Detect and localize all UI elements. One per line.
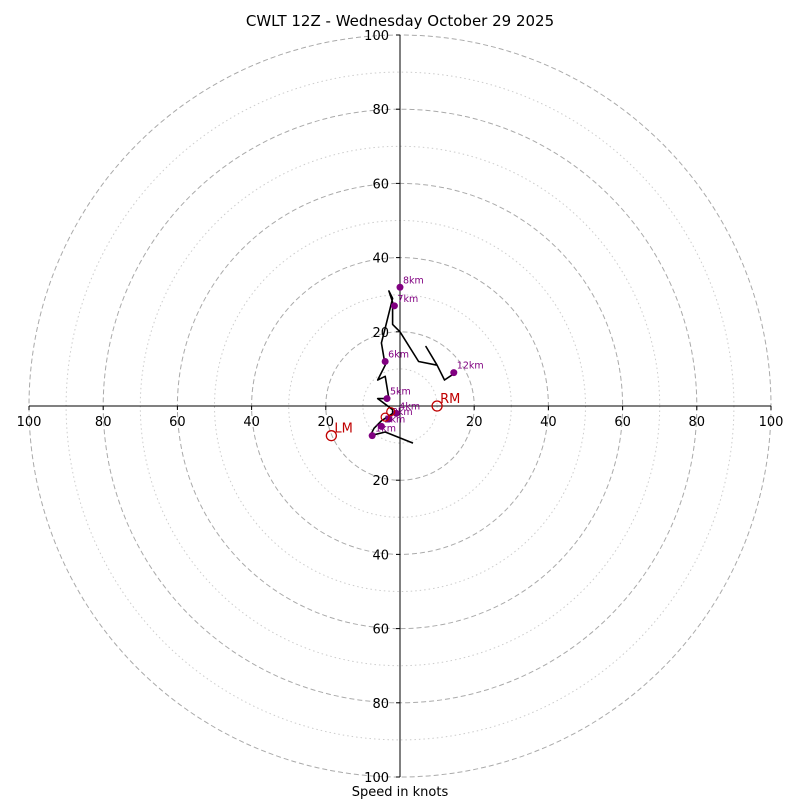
x-tick-label: 60: [169, 415, 186, 430]
hodograph-trace: [369, 290, 457, 444]
height-label-6km: 6km: [388, 349, 409, 360]
height-label-7km: 7km: [397, 294, 418, 305]
x-tick-label: 20: [318, 415, 335, 430]
y-tick-label: 100: [364, 771, 389, 786]
y-tick-label: 40: [372, 252, 389, 267]
lm-label: LM: [334, 422, 352, 437]
height-label-8km: 8km: [403, 275, 424, 286]
y-tick-label: 80: [372, 697, 389, 712]
height-marker-7km: [390, 302, 398, 310]
x-tick-label: 20: [466, 415, 483, 430]
height-label-3km: 3km: [392, 407, 413, 418]
chart-title: CWLT 12Z - Wednesday October 29 2025: [246, 12, 554, 30]
x-tick-label: 100: [17, 415, 42, 430]
y-tick-label: 60: [372, 623, 389, 638]
height-marker-12km: [450, 369, 458, 377]
height-marker-6km: [381, 357, 389, 365]
hodograph-trace-group: [369, 290, 457, 444]
height-label-1km: 1km: [375, 424, 396, 435]
rm-label: RM: [440, 392, 460, 407]
axes: [29, 35, 771, 777]
y-tick-label: 20: [372, 474, 389, 489]
x-tick-label: 40: [243, 415, 260, 430]
height-label-12km: 12km: [457, 361, 484, 372]
height-label-2km: 2km: [384, 414, 405, 425]
storm-motion-markers: RM LM: [325, 392, 460, 442]
x-tick-label: 60: [614, 415, 631, 430]
lm-marker: [325, 430, 338, 442]
x-tick-label: 80: [689, 415, 706, 430]
height-label-4km: 4km: [399, 401, 420, 412]
y-tick-label: 20: [372, 326, 389, 341]
x-tick-label: 40: [540, 415, 557, 430]
y-tick-label: 40: [372, 548, 389, 563]
height-marker-2km: [377, 422, 385, 430]
height-marker-8km: [396, 283, 404, 291]
x-tick-label: 80: [95, 415, 112, 430]
height-marker-5km: [383, 395, 391, 403]
rm-marker: [431, 400, 443, 412]
mean-wind-marker-1: [380, 412, 390, 422]
x-axis-label: Speed in knots: [352, 785, 449, 800]
x-tick-label: 100: [759, 415, 784, 430]
y-tick-label: 100: [364, 29, 389, 44]
mean-wind-marker-0: [386, 406, 396, 417]
height-marker-1km: [368, 432, 376, 440]
tick-labels: 20 20 20 20 40 40 40 40 60 60 60 60 80 80 80 80 100 100 10…: [17, 29, 784, 786]
y-tick-label: 60: [372, 177, 389, 192]
y-tick-label: 80: [372, 103, 389, 118]
height-label-5km: 5km: [390, 387, 411, 398]
